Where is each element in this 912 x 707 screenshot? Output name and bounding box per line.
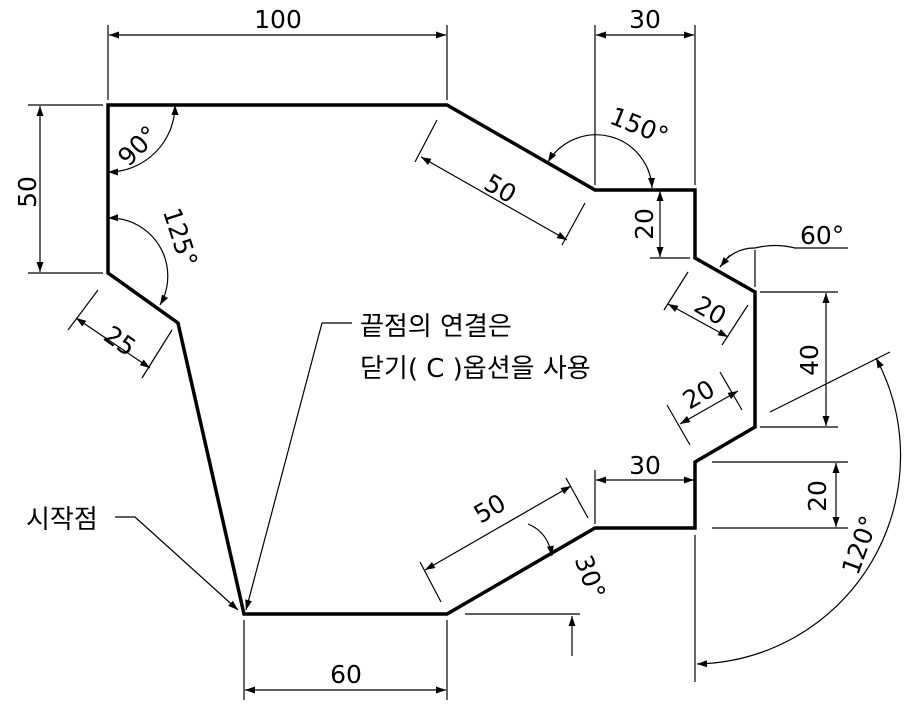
part-outline bbox=[106, 103, 757, 616]
dim-slant-lower-label: 50 bbox=[469, 488, 511, 529]
dim-top-width: 100 bbox=[107, 5, 448, 100]
dim-angle-right-label: 60° bbox=[800, 221, 844, 250]
dim-chamfer-lower: 20 bbox=[666, 371, 743, 446]
dim-angle-lower-label: 30° bbox=[569, 551, 611, 603]
note-close-option: 끝점의 연결은 닫기( C )옵션을 사용 bbox=[245, 312, 591, 611]
note-close-option-line1: 끝점의 연결은 bbox=[360, 312, 512, 342]
dim-step-upper-label: 20 bbox=[630, 208, 659, 240]
dim-angle-top-left: 90° bbox=[107, 104, 179, 176]
dim-angle-right: 60° bbox=[719, 221, 848, 287]
dim-angle-upper-right-label: 150° bbox=[606, 101, 673, 150]
dim-right-height-label: 40 bbox=[795, 344, 824, 376]
dim-step-lower-height: 20 bbox=[712, 461, 848, 529]
dim-slant-upper-label: 50 bbox=[479, 168, 521, 209]
dim-left-height: 50 bbox=[13, 104, 103, 274]
dim-left-height-label: 50 bbox=[13, 176, 42, 208]
dim-angle-top-left-label: 90° bbox=[112, 120, 164, 172]
dim-chamfer-lower-label: 20 bbox=[678, 374, 720, 415]
dim-chamfer-upper: 20 bbox=[663, 271, 749, 346]
dim-angle-left-label: 125° bbox=[157, 204, 203, 270]
dim-angle-big-label: 120° bbox=[836, 512, 884, 579]
dim-angle-left: 125° bbox=[107, 204, 203, 306]
dim-step-lower-width: 30 bbox=[594, 451, 694, 524]
note-start-point-label: 시작점 bbox=[26, 505, 98, 535]
dim-slant-upper: 50 bbox=[414, 119, 586, 246]
dim-slant-lower: 50 bbox=[419, 477, 589, 603]
dim-top-right-width: 30 bbox=[594, 5, 696, 185]
dim-step-lower-height-label: 20 bbox=[803, 480, 832, 512]
dim-slant-lower-left: 25 bbox=[67, 289, 173, 379]
dim-chamfer-upper-label: 20 bbox=[689, 290, 731, 331]
dim-slant-lower-left-label: 25 bbox=[99, 320, 142, 362]
dim-top-width-label: 100 bbox=[254, 5, 302, 34]
dim-top-right-width-label: 30 bbox=[629, 5, 661, 34]
note-close-option-line2: 닫기( C )옵션을 사용 bbox=[360, 354, 591, 384]
dim-step-upper: 20 bbox=[630, 191, 690, 259]
note-start-point: 시작점 bbox=[26, 505, 239, 611]
dim-bottom-width: 60 bbox=[243, 620, 448, 700]
dim-bottom-width-label: 60 bbox=[330, 660, 362, 689]
dim-step-lower-width-label: 30 bbox=[629, 451, 661, 480]
dim-right-height: 40 bbox=[760, 291, 838, 428]
dim-angle-big: 120° bbox=[694, 351, 902, 682]
